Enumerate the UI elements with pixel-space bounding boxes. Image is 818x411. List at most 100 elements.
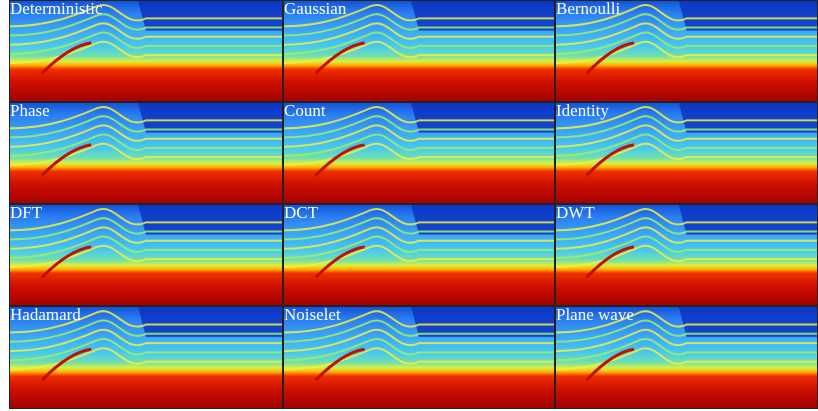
reflector (282, 124, 555, 148)
panel-label: DWT (556, 203, 595, 222)
reflector (282, 22, 555, 46)
panel-label: Hadamard (10, 305, 81, 324)
dark-wedge (410, 204, 555, 235)
reflector (40, 41, 92, 75)
reflector (8, 310, 283, 334)
panel-label: DCT (284, 203, 319, 222)
dark-wedge (678, 306, 818, 337)
panel-label: Identity (556, 101, 609, 120)
reflector (8, 133, 283, 157)
reflector (585, 41, 635, 75)
reflector (554, 328, 818, 353)
panel-border (283, 102, 555, 204)
reflector (8, 208, 283, 232)
reflector (40, 347, 92, 382)
reflector (282, 310, 555, 334)
reflector (554, 217, 818, 241)
reflector (554, 142, 818, 167)
panel-label: Bernoulli (556, 0, 620, 18)
dark-wedge (137, 204, 283, 235)
reflector (554, 22, 818, 46)
panel-border (283, 0, 555, 102)
panel-label: DFT (10, 203, 43, 222)
reflector (554, 124, 818, 148)
panel: Hadamard (8, 305, 283, 409)
panel: DFT (8, 203, 283, 306)
panel-label: Noiselet (284, 305, 341, 324)
panel: Phase (8, 101, 283, 204)
reflector (282, 328, 555, 353)
panel: Identity (554, 101, 818, 204)
reflector (282, 4, 555, 28)
reflector (554, 310, 818, 334)
reflector (554, 133, 818, 157)
reflector (314, 347, 365, 382)
panel: Count (282, 101, 555, 204)
reflector (8, 319, 283, 343)
dark-wedge (678, 102, 818, 133)
panel: Gaussian (282, 0, 555, 102)
dark-wedge (137, 0, 283, 31)
panel: Noiselet (282, 305, 555, 409)
dark-wedge (678, 0, 818, 31)
reflector (8, 337, 283, 362)
reflector (282, 347, 555, 371)
reflector (8, 40, 283, 65)
reflector (554, 244, 818, 269)
dark-wedge (410, 0, 555, 31)
reflector (40, 245, 92, 279)
reflector (314, 41, 365, 75)
reflector (8, 22, 283, 46)
reflector (8, 235, 283, 259)
panel-border (9, 306, 283, 409)
reflector (554, 40, 818, 65)
reflector (8, 106, 283, 130)
reflector (554, 115, 818, 139)
panel: DCT (282, 203, 555, 306)
reflector (282, 319, 555, 343)
panel: DWT (554, 203, 818, 306)
reflector (8, 142, 283, 167)
panel-border (9, 204, 283, 306)
reflector (554, 319, 818, 343)
reflector (282, 244, 555, 269)
panel-label: Count (284, 101, 326, 120)
reflector (8, 4, 283, 28)
reflector (8, 124, 283, 148)
panel-border (9, 102, 283, 204)
reflector (585, 143, 635, 177)
reflector (282, 115, 555, 139)
reflector (282, 133, 555, 157)
reflector (8, 13, 283, 37)
panel-label: Phase (10, 101, 50, 120)
reflector (554, 31, 818, 55)
reflector (8, 244, 283, 269)
reflector (8, 217, 283, 241)
reflector (282, 235, 555, 259)
reflector (554, 106, 818, 130)
reflector (8, 347, 283, 371)
panel-border (283, 306, 555, 409)
panel-border (9, 0, 283, 102)
reflector (585, 347, 635, 382)
panel-border (283, 204, 555, 306)
reflector (8, 328, 283, 353)
reflector (554, 347, 818, 371)
dark-wedge (137, 306, 283, 337)
reflector (314, 143, 365, 177)
reflector (282, 106, 555, 130)
reflector (554, 337, 818, 362)
reflector (554, 235, 818, 259)
panel-label: Plane wave (556, 305, 634, 324)
reflector (282, 40, 555, 65)
panel: Bernoulli (554, 0, 818, 102)
panel-label: Deterministic (10, 0, 103, 18)
reflector (554, 208, 818, 232)
reflector (282, 31, 555, 55)
panel-label: Gaussian (284, 0, 347, 18)
dark-wedge (678, 204, 818, 235)
reflector (282, 337, 555, 362)
panel: Plane wave (554, 305, 818, 409)
